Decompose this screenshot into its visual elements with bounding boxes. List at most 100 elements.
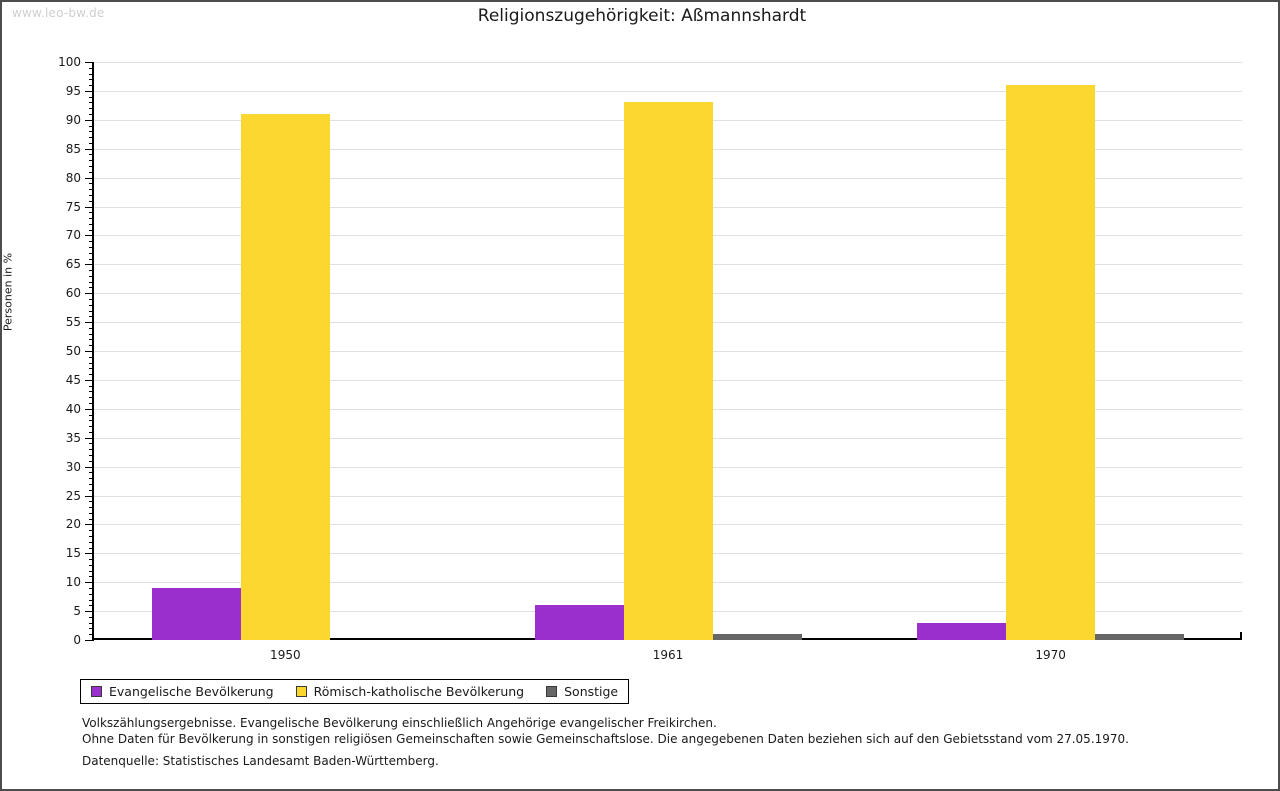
y-axis-tick-label: 40 xyxy=(65,401,81,416)
y-axis-minor-tick xyxy=(89,356,94,358)
legend-item-label: Evangelische Bevölkerung xyxy=(109,684,274,699)
bar-1950-1[interactable] xyxy=(240,114,330,640)
y-axis-minor-tick xyxy=(89,483,94,485)
y-axis-minor-tick xyxy=(89,108,94,110)
y-axis-tick xyxy=(85,640,94,641)
y-axis-minor-tick xyxy=(89,79,94,81)
y-axis-tick xyxy=(85,235,94,237)
y-axis-tick-label: 85 xyxy=(65,141,81,156)
y-axis-minor-tick xyxy=(89,194,94,196)
y-axis-tick xyxy=(85,408,94,410)
y-axis-minor-tick xyxy=(89,287,94,289)
y-axis-minor-tick xyxy=(89,160,94,162)
bar-1961-0[interactable] xyxy=(534,605,624,640)
y-axis-tick xyxy=(85,466,94,468)
y-axis-minor-tick xyxy=(89,368,94,370)
y-axis-tick xyxy=(85,351,94,352)
y-axis-minor-tick xyxy=(89,420,94,422)
y-axis-minor-tick xyxy=(89,449,94,451)
y-axis-tick xyxy=(85,437,94,439)
legend-item-1[interactable]: Römisch-katholische Bevölkerung xyxy=(295,684,525,699)
bar-1970-2[interactable] xyxy=(1095,634,1185,640)
y-axis-tick xyxy=(85,553,94,555)
y-axis-tick xyxy=(85,206,94,208)
y-axis-minor-tick xyxy=(89,634,94,636)
y-axis-minor-tick xyxy=(89,559,94,561)
y-axis-tick xyxy=(85,582,94,584)
y-axis-minor-tick xyxy=(89,142,94,144)
y-axis-tick xyxy=(85,524,94,526)
y-axis-minor-tick xyxy=(89,73,94,75)
y-axis-minor-tick xyxy=(89,304,94,306)
y-axis-minor-tick xyxy=(89,333,94,335)
y-axis-tick-label: 55 xyxy=(65,315,81,330)
y-axis-minor-tick xyxy=(89,547,94,549)
y-axis-tick xyxy=(85,293,94,295)
y-axis-tick xyxy=(85,379,94,381)
y-axis-tick-label: 100 xyxy=(58,55,81,69)
y-axis-minor-tick xyxy=(89,605,94,607)
y-axis-tick-label: 95 xyxy=(65,83,81,98)
x-axis-tick-label: 1950 xyxy=(270,648,301,662)
y-axis-minor-tick xyxy=(89,200,94,202)
y-axis-minor-tick xyxy=(89,443,94,445)
legend-item-0[interactable]: Evangelische Bevölkerung xyxy=(91,684,274,699)
bar-1961-1[interactable] xyxy=(623,102,713,640)
legend-item-2[interactable]: Sonstige xyxy=(546,684,618,699)
page-title: Religionszugehörigkeit: Aßmannshardt xyxy=(477,6,807,26)
legend-item-label: Römisch-katholische Bevölkerung xyxy=(313,684,525,699)
y-axis-minor-tick xyxy=(89,229,94,231)
y-axis-tick-label: 80 xyxy=(65,170,81,185)
y-axis-minor-tick xyxy=(89,628,94,630)
y-axis-minor-tick xyxy=(89,183,94,185)
y-axis-minor-tick xyxy=(89,541,94,543)
y-axis-tick-label: 65 xyxy=(65,257,81,272)
y-axis-minor-tick xyxy=(89,593,94,595)
y-axis-minor-tick xyxy=(89,96,94,98)
bar-1950-0[interactable] xyxy=(151,587,241,640)
y-axis-minor-tick xyxy=(89,385,94,387)
y-axis-minor-tick xyxy=(89,327,94,329)
y-axis-minor-tick xyxy=(89,252,94,254)
y-axis-tick-label: 50 xyxy=(65,344,81,358)
note-line-2: Ohne Daten für Bevölkerung in sonstigen … xyxy=(82,732,1129,746)
y-axis-minor-tick xyxy=(89,570,94,572)
y-axis-tick-label: 60 xyxy=(65,286,81,301)
y-axis-tick xyxy=(85,148,94,150)
bar-1970-0[interactable] xyxy=(917,622,1007,640)
y-axis-minor-tick xyxy=(89,316,94,318)
y-axis-minor-tick xyxy=(89,530,94,532)
legend-swatch-icon xyxy=(546,686,558,697)
y-axis-minor-tick xyxy=(89,298,94,300)
y-axis-minor-tick xyxy=(89,512,94,514)
y-axis-tick-label: 10 xyxy=(65,575,81,590)
y-axis-minor-tick xyxy=(89,431,94,433)
y-axis-minor-tick xyxy=(89,489,94,491)
y-axis-tick xyxy=(85,90,94,92)
y-axis-minor-tick xyxy=(89,212,94,214)
bar-1961-2[interactable] xyxy=(712,634,802,640)
y-axis-minor-tick xyxy=(89,391,94,393)
y-axis-minor-tick xyxy=(89,507,94,509)
y-axis-tick xyxy=(85,322,94,324)
y-axis-minor-tick xyxy=(89,501,94,503)
y-axis-minor-tick xyxy=(89,460,94,462)
y-axis-minor-tick xyxy=(89,535,94,537)
bar-1970-1[interactable] xyxy=(1006,85,1096,640)
y-axis-minor-tick xyxy=(89,587,94,589)
y-axis-tick xyxy=(85,611,94,613)
y-axis-minor-tick xyxy=(89,362,94,364)
gridline xyxy=(94,62,1242,63)
y-axis-tick-label: 25 xyxy=(65,488,81,503)
note-line-1: Volkszählungsergebnisse. Evangelische Be… xyxy=(82,716,717,730)
y-axis-minor-tick xyxy=(89,131,94,133)
y-axis-minor-tick xyxy=(89,345,94,347)
y-axis-minor-tick xyxy=(89,258,94,260)
y-axis-tick-label: 35 xyxy=(65,430,81,445)
x-axis-tick-label: 1961 xyxy=(652,648,684,662)
y-axis-minor-tick xyxy=(89,85,94,87)
y-axis-minor-tick xyxy=(89,397,94,399)
y-axis-minor-tick xyxy=(89,125,94,127)
y-axis-tick xyxy=(85,62,94,63)
y-axis-minor-tick xyxy=(89,171,94,173)
